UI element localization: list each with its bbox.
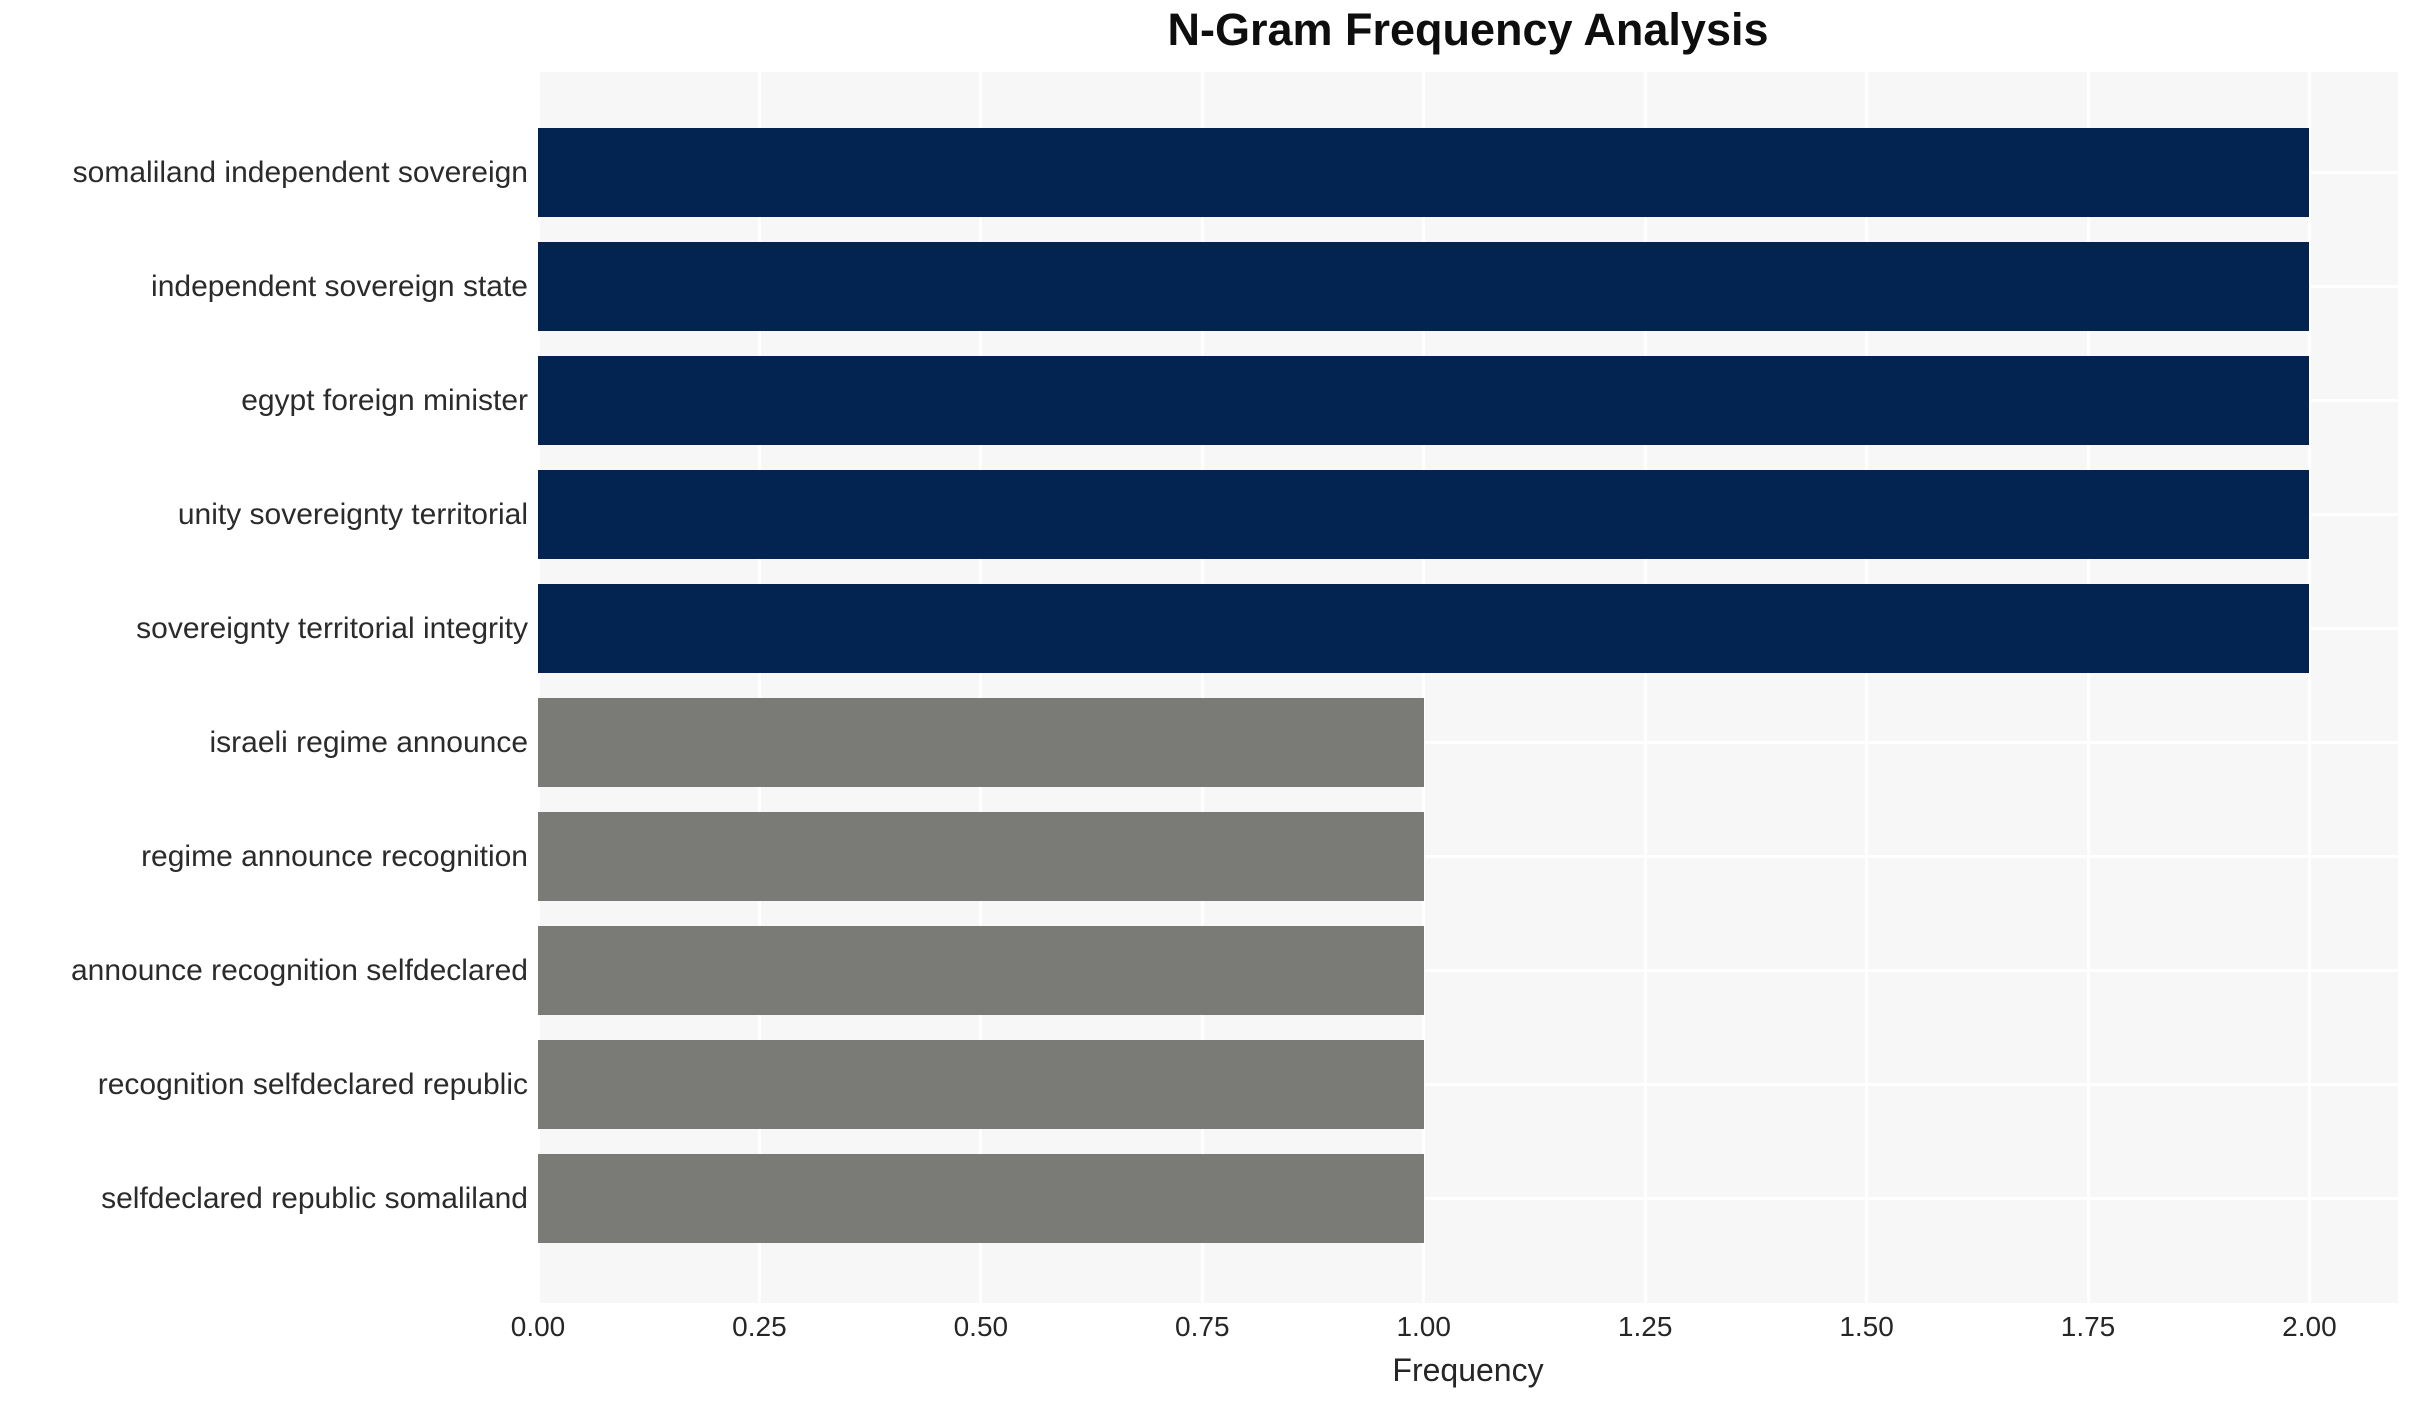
plot-area xyxy=(536,72,2398,1303)
bar-unity-sovereignty-territorial xyxy=(538,470,2310,559)
x-tick-label: 0.75 xyxy=(1175,1311,1230,1342)
y-tick-label: independent sovereign state xyxy=(151,269,528,303)
y-tick-label: selfdeclared republic somaliland xyxy=(101,1181,528,1215)
x-tick-label: 1.25 xyxy=(1617,1311,1673,1342)
vertical-gridline xyxy=(2086,72,2090,1303)
horizontal-gridline xyxy=(538,1197,2398,1200)
x-axis-title: Frequency xyxy=(1392,1352,1544,1388)
vertical-gridline xyxy=(1422,72,1426,1303)
y-tick-label: announce recognition selfdeclared xyxy=(71,953,528,987)
bar-sovereignty-territorial-integrity xyxy=(538,584,2310,673)
x-tick-label: 0.00 xyxy=(510,1311,566,1342)
y-tick-label: regime announce recognition xyxy=(141,839,528,873)
horizontal-gridline xyxy=(538,969,2398,972)
y-tick-label: israeli regime announce xyxy=(209,725,528,759)
y-tick-label: sovereignty territorial integrity xyxy=(136,611,528,645)
bar-egypt-foreign-minister xyxy=(538,356,2310,445)
horizontal-gridline xyxy=(538,1083,2398,1086)
y-tick-label: egypt foreign minister xyxy=(241,383,528,417)
x-tick-label: 2.00 xyxy=(2282,1311,2337,1342)
vertical-gridline xyxy=(536,72,540,1303)
y-tick-label: somaliland independent sovereign xyxy=(72,155,528,189)
bar-somaliland-independent-sovereign xyxy=(538,128,2310,217)
horizontal-gridline xyxy=(538,741,2398,744)
bar-independent-sovereign-state xyxy=(538,242,2310,331)
x-axis-ticks: 0.00 0.25 0.50 0.75 1.00 1.25 1.50 1.75 2.00 xyxy=(0,1311,2417,1347)
y-axis-labels: somaliland independent sovereign independ… xyxy=(0,72,528,1303)
bar-israeli-regime-announce xyxy=(538,698,1424,787)
x-tick-label: 0.25 xyxy=(732,1311,787,1342)
horizontal-gridline xyxy=(538,855,2398,858)
x-tick-label: 0.50 xyxy=(953,1311,1009,1342)
x-tick-label: 1.50 xyxy=(1839,1311,1894,1342)
bar-regime-announce-recognition xyxy=(538,812,1424,901)
y-tick-label: recognition selfdeclared republic xyxy=(97,1067,528,1101)
vertical-gridline xyxy=(2307,72,2311,1303)
x-tick-label: 1.00 xyxy=(1396,1311,1451,1342)
vertical-gridline xyxy=(1865,72,1869,1303)
vertical-gridline xyxy=(1643,72,1647,1303)
vertical-gridline xyxy=(979,72,983,1303)
vertical-gridline xyxy=(757,72,761,1303)
vertical-gridline xyxy=(1200,72,1204,1303)
y-tick-label: unity sovereignty territorial xyxy=(177,497,528,531)
bar-recognition-selfdeclared-republic xyxy=(538,1040,1424,1129)
bar-selfdeclared-republic-somaliland xyxy=(538,1154,1424,1243)
bar-announce-recognition-selfdeclared xyxy=(538,926,1424,1015)
x-tick-label: 1.75 xyxy=(2060,1311,2116,1342)
chart-title: N-Gram Frequency Analysis xyxy=(1167,4,1769,55)
